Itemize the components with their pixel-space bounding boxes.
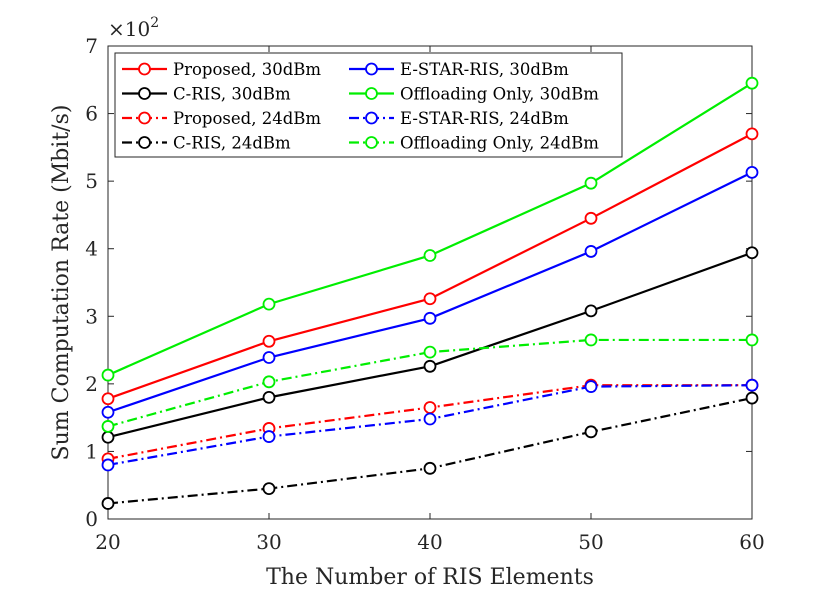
data-point [745, 76, 759, 90]
data-point [101, 420, 115, 433]
x-tick-label: 50 [578, 530, 603, 554]
legend-item-c-ris-30dbm: C-RIS, 30dBm [122, 85, 291, 104]
y-tick-label: 7 [85, 34, 98, 58]
data-point [423, 359, 437, 373]
data-point [584, 333, 598, 347]
data-point [101, 392, 115, 406]
series-offloading-only-30dbm [101, 76, 759, 382]
series-c-ris-24dbm [101, 391, 759, 510]
data-point [262, 334, 276, 348]
legend-swatch-marker [138, 62, 151, 76]
y-tick-label: 2 [85, 372, 98, 396]
y-axis-multiplier: ×102 [108, 15, 159, 41]
y-multiplier-exponent: 2 [150, 15, 159, 31]
y-tick-label: 0 [85, 507, 98, 531]
legend-item-c-ris-24dbm: C-RIS, 24dBm [122, 134, 291, 153]
series-line [107, 338, 752, 428]
data-point [423, 412, 437, 426]
y-tick-label: 1 [85, 439, 98, 463]
y-tick-label: 4 [85, 237, 98, 261]
legend-label: Offloading Only, 30dBm [400, 85, 599, 104]
data-point [423, 345, 437, 359]
data-point [584, 211, 598, 225]
series-offloading-only-24dbm [101, 333, 759, 433]
data-point [584, 380, 598, 393]
legend-swatch-marker [138, 136, 151, 149]
legend-item-offloading-only-24dbm: Offloading Only, 24dBm [349, 134, 599, 153]
data-point [423, 461, 437, 475]
x-tick-label: 30 [256, 530, 281, 554]
legend: Proposed, 30dBm E-STAR-RIS, 30dBm C-RIS, 3… [114, 52, 623, 158]
data-point [262, 390, 276, 404]
legend-item-proposed-30dbm: Proposed, 30dBm [122, 60, 321, 79]
data-point [101, 430, 115, 444]
legend-item-proposed-24dbm: Proposed, 24dBm [122, 109, 321, 128]
data-point [745, 391, 759, 405]
data-point [262, 430, 276, 443]
data-point [423, 311, 437, 325]
x-tick-label: 20 [95, 530, 120, 554]
x-tick-label: 40 [417, 530, 442, 554]
legend-swatch-marker [365, 111, 378, 125]
series-proposed-30dbm [101, 127, 759, 406]
data-point [423, 249, 437, 262]
data-point [745, 333, 759, 347]
legend-item-offloading-only-30dbm: Offloading Only, 30dBm [349, 85, 599, 104]
legend-item-e-star-ris-30dbm: E-STAR-RIS, 30dBm [349, 60, 569, 79]
data-point [423, 401, 437, 414]
legend-swatch-marker [138, 111, 151, 125]
data-point [584, 425, 598, 439]
legend-swatch-marker [138, 87, 151, 100]
y-axis-label: Sum Computation Rate (Mbit/s) [49, 105, 74, 461]
data-point [584, 176, 598, 190]
data-point [262, 297, 276, 311]
data-point [262, 351, 276, 364]
data-point [101, 497, 115, 510]
data-point [101, 458, 115, 472]
data-point [745, 165, 759, 179]
series-c-ris-30dbm [101, 246, 759, 444]
data-point [262, 482, 276, 495]
legend-swatch-marker [365, 62, 378, 76]
legend-label: Offloading Only, 24dBm [400, 134, 599, 153]
legend-label: C-RIS, 24dBm [173, 134, 291, 153]
legend-label: Proposed, 24dBm [173, 109, 321, 128]
data-point [745, 246, 759, 260]
axis-ticks: 20 30 40 50 60 0 1 2 3 4 5 6 7 [85, 34, 764, 554]
legend-label: E-STAR-RIS, 30dBm [400, 60, 569, 79]
series-e-star-ris-24dbm [101, 378, 759, 472]
legend-swatch-marker [365, 136, 378, 149]
data-point [584, 304, 598, 318]
series-e-star-ris-30dbm [101, 165, 759, 419]
data-point [584, 245, 598, 258]
data-point [101, 368, 115, 382]
data-point [745, 378, 759, 392]
y-tick-label: 5 [85, 169, 98, 193]
legend-swatch-marker [365, 87, 378, 100]
legend-label: Proposed, 30dBm [173, 60, 321, 79]
legend-label: C-RIS, 30dBm [173, 85, 291, 104]
legend-item-e-star-ris-24dbm: E-STAR-RIS, 24dBm [349, 109, 569, 128]
y-tick-label: 3 [85, 304, 98, 328]
x-tick-label: 60 [739, 530, 764, 554]
data-point [745, 127, 759, 141]
data-point [423, 292, 437, 306]
data-point [262, 375, 276, 389]
series-layer [101, 76, 759, 510]
y-multiplier-base: ×10 [108, 17, 150, 41]
data-point [101, 405, 115, 419]
y-tick-label: 6 [85, 102, 98, 126]
x-axis-label: The Number of RIS Elements [266, 565, 594, 590]
legend-label: E-STAR-RIS, 24dBm [400, 109, 569, 128]
